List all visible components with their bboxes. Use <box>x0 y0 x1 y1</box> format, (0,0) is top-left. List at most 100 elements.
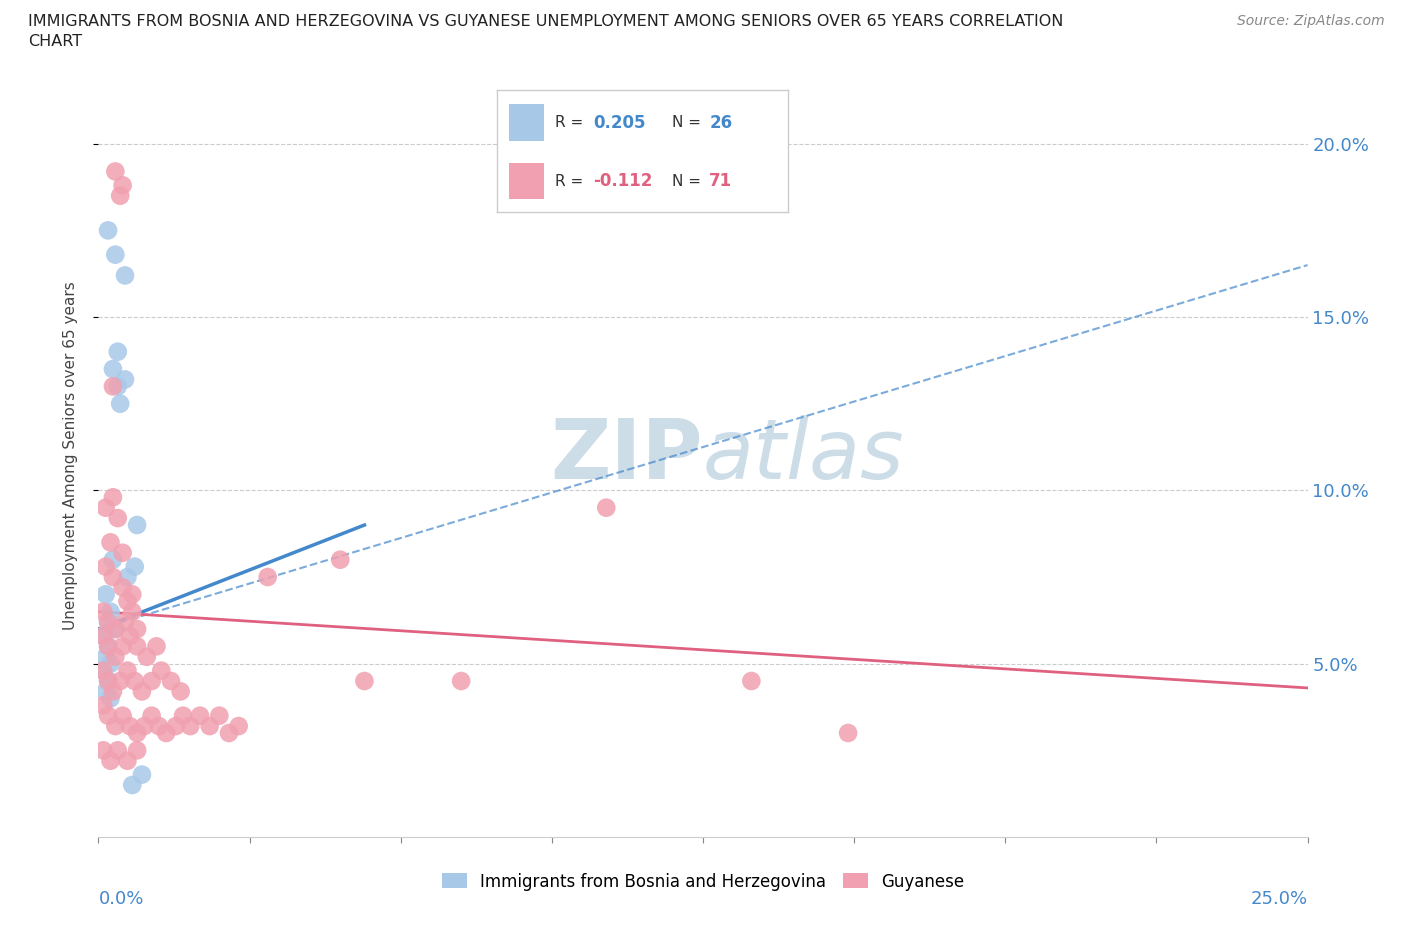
Text: 0.0%: 0.0% <box>98 890 143 909</box>
Point <box>179 719 201 734</box>
Point <box>101 379 124 393</box>
Point <box>101 362 124 377</box>
Point <box>121 587 143 602</box>
Point <box>108 396 131 411</box>
Point <box>94 559 117 574</box>
Point <box>450 673 472 688</box>
Point <box>117 569 139 584</box>
Point <box>131 767 153 782</box>
Y-axis label: Unemployment Among Seniors over 65 years: Unemployment Among Seniors over 65 years <box>63 282 77 631</box>
Point <box>141 709 163 724</box>
Point <box>91 743 114 758</box>
Text: 25.0%: 25.0% <box>1250 890 1308 909</box>
Point <box>104 719 127 734</box>
Point <box>97 639 120 654</box>
Point <box>100 657 122 671</box>
Point <box>165 719 187 734</box>
Point <box>100 691 122 706</box>
Point <box>97 673 120 688</box>
Point <box>121 604 143 619</box>
Point <box>107 743 129 758</box>
Point <box>91 629 114 644</box>
Text: CHART: CHART <box>28 34 82 49</box>
Point <box>97 709 120 724</box>
Point <box>124 559 146 574</box>
Point <box>121 777 143 792</box>
Point <box>100 604 122 619</box>
Point <box>198 719 221 734</box>
Point <box>108 673 131 688</box>
Point <box>131 684 153 698</box>
Point <box>94 587 117 602</box>
Point <box>208 709 231 724</box>
Point <box>97 615 120 630</box>
Point <box>117 663 139 678</box>
Point <box>118 719 141 734</box>
Point <box>104 164 127 179</box>
Point <box>91 663 114 678</box>
Point <box>595 500 617 515</box>
Point <box>97 223 120 238</box>
Point <box>228 719 250 734</box>
Point <box>94 649 117 664</box>
Point <box>169 684 191 698</box>
Point <box>94 684 117 698</box>
Point <box>107 511 129 525</box>
Point <box>101 552 124 567</box>
Point <box>150 663 173 678</box>
Point <box>104 621 127 636</box>
Point <box>108 188 131 203</box>
Point <box>101 490 124 505</box>
Point <box>91 698 114 712</box>
Point <box>837 725 859 740</box>
Point <box>97 639 120 654</box>
Point <box>127 725 149 740</box>
Point <box>256 569 278 584</box>
Point <box>740 673 762 688</box>
Text: IMMIGRANTS FROM BOSNIA AND HERZEGOVINA VS GUYANESE UNEMPLOYMENT AMONG SENIORS OV: IMMIGRANTS FROM BOSNIA AND HERZEGOVINA V… <box>28 14 1063 29</box>
Text: ZIP: ZIP <box>551 415 703 497</box>
Point <box>97 615 120 630</box>
Point <box>172 709 194 724</box>
Point <box>127 743 149 758</box>
Point <box>94 500 117 515</box>
Point <box>117 594 139 609</box>
Point <box>155 725 177 740</box>
Point <box>104 247 127 262</box>
Point <box>111 580 134 595</box>
Point <box>160 673 183 688</box>
Point <box>104 621 127 636</box>
Point <box>111 639 134 654</box>
Point <box>97 673 120 688</box>
Point <box>124 673 146 688</box>
Point <box>141 673 163 688</box>
Point <box>114 615 136 630</box>
Point <box>188 709 211 724</box>
Point <box>111 709 134 724</box>
Point <box>127 518 149 533</box>
Point <box>118 629 141 644</box>
Point <box>114 372 136 387</box>
Point <box>91 604 114 619</box>
Point <box>117 753 139 768</box>
Point <box>100 753 122 768</box>
Point <box>148 719 170 734</box>
Point <box>101 569 124 584</box>
Point <box>353 673 375 688</box>
Text: Source: ZipAtlas.com: Source: ZipAtlas.com <box>1237 14 1385 28</box>
Text: atlas: atlas <box>703 415 904 497</box>
Point <box>107 379 129 393</box>
Legend: Immigrants from Bosnia and Herzegovina, Guyanese: Immigrants from Bosnia and Herzegovina, … <box>434 866 972 897</box>
Point <box>134 719 156 734</box>
Point <box>218 725 240 740</box>
Point <box>329 552 352 567</box>
Point <box>111 178 134 193</box>
Point <box>91 663 114 678</box>
Point <box>145 639 167 654</box>
Point <box>104 649 127 664</box>
Point <box>100 535 122 550</box>
Point <box>101 684 124 698</box>
Point <box>114 268 136 283</box>
Point <box>127 621 149 636</box>
Point <box>135 649 157 664</box>
